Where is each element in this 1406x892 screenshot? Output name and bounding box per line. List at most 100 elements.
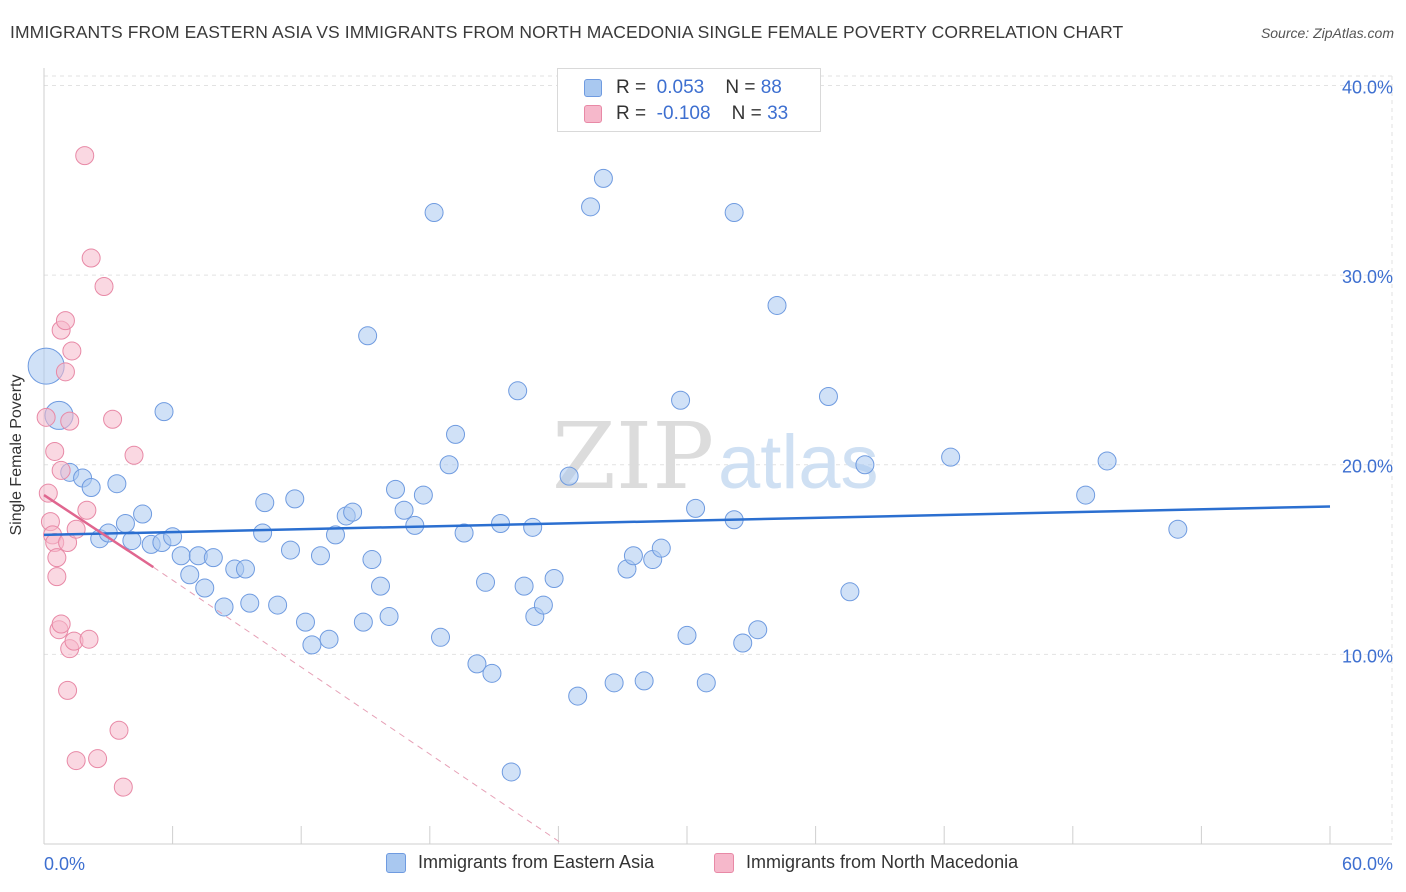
data-point-series-1 [51,614,71,634]
data-point-series-0 [240,593,260,613]
data-point-series-0 [358,326,378,346]
data-point-series-0 [203,548,223,568]
data-point-series-0 [214,597,234,617]
data-point-series-0 [280,540,300,560]
source-credit: Source: ZipAtlas.com [1260,25,1394,41]
data-point-series-0 [107,474,127,494]
y-tick-label: 30.0% [1342,267,1393,287]
legend-r-label: R = [616,103,647,124]
legend-n-value: 88 [760,77,782,98]
data-point-series-0 [748,620,768,640]
data-point-series-1 [60,411,80,431]
data-point-series-0 [255,493,275,513]
watermark-zip: ZIP [552,403,714,510]
data-point-series-0 [941,447,961,467]
data-point-series-1 [88,749,108,769]
trend-line-series-0 [43,505,1331,537]
data-point-series-0 [482,663,502,683]
data-point-series-0 [379,606,399,626]
data-point-series-0 [133,504,153,524]
data-point-series-0 [855,455,875,475]
trend-line-series-1 [43,494,154,569]
data-point-series-0 [446,424,466,444]
legend-swatch-north-macedonia [584,105,602,123]
data-point-series-0 [634,671,654,691]
data-point-series-0 [81,477,101,497]
watermark: ZIP atlas [552,403,879,510]
data-points [27,146,1188,797]
data-point-series-0 [371,576,391,596]
data-point-series-0 [268,595,288,615]
data-point-series-0 [424,203,444,223]
data-point-series-0 [386,479,406,499]
trend-extension-series-1 [153,566,563,845]
data-point-series-0 [325,525,345,545]
data-point-series-0 [195,578,215,598]
data-point-series-0 [604,673,624,693]
data-point-series-1 [94,276,114,296]
watermark-atlas: atlas [718,420,879,505]
y-tick-label: 10.0% [1342,646,1393,666]
series-name-north-macedonia: Immigrants from North Macedonia [746,852,1019,872]
data-point-series-0 [568,686,588,706]
data-point-series-0 [1168,519,1188,539]
data-point-series-0 [623,546,643,566]
data-point-series-0 [439,455,459,475]
data-point-series-0 [696,673,716,693]
legend-r-value: 0.053 [656,77,705,98]
legend-swatch-eastern-asia [584,79,602,97]
series-swatch-north-macedonia [714,853,734,873]
series-swatch-eastern-asia [386,853,406,873]
data-point-series-0 [523,517,543,537]
data-point-series-0 [115,514,135,534]
trend-lines [43,494,1331,845]
data-point-series-0 [671,390,691,410]
data-point-series-0 [235,559,255,579]
data-point-series-0 [1097,451,1117,471]
data-point-series-0 [310,546,330,566]
data-point-series-0 [767,295,787,315]
data-point-series-1 [47,567,67,587]
y-tick-label: 20.0% [1342,457,1393,477]
data-point-series-0 [508,381,528,401]
legend-n-label: N = [725,77,756,98]
data-point-series-0 [514,576,534,596]
data-point-series-1 [45,441,65,461]
data-point-series-0 [467,654,487,674]
data-point-series-0 [180,565,200,585]
data-point-series-0 [724,203,744,223]
data-point-series-0 [454,523,474,543]
data-point-series-0 [362,550,382,570]
legend-r-value: -0.108 [656,103,711,124]
data-point-series-0 [559,466,579,486]
data-point-series-0 [431,627,451,647]
data-point-series-0 [533,595,553,615]
chart-title: IMMIGRANTS FROM EASTERN ASIA VS IMMIGRAN… [10,22,1124,42]
data-point-series-0 [122,531,142,551]
data-point-series-0 [677,625,697,645]
series-name-eastern-asia: Immigrants from Eastern Asia [418,852,655,872]
data-point-series-1 [103,409,123,429]
data-point-series-0 [353,612,373,632]
data-point-series-0 [686,498,706,518]
data-point-series-0 [476,572,496,592]
data-point-series-1 [38,483,58,503]
data-point-series-1 [75,146,95,166]
data-point-series-0 [544,569,564,589]
data-point-series-1 [55,311,75,331]
data-point-series-0 [171,546,191,566]
data-point-series-0 [253,523,273,543]
legend-n-value: 33 [767,103,789,124]
data-point-series-1 [36,407,56,427]
data-point-series-1 [58,680,78,700]
data-point-series-0 [154,402,174,422]
correlation-legend: R = 0.053 N = 88 R = -0.108 N = 33 [557,68,821,132]
data-point-series-1 [77,500,97,520]
axes [43,68,1392,845]
x-tick-label-min: 0.0% [44,854,85,874]
data-point-series-0 [285,489,305,509]
legend-n-label: N = [731,103,762,124]
data-point-series-0 [302,635,322,655]
legend-r-label: R = [616,77,647,98]
